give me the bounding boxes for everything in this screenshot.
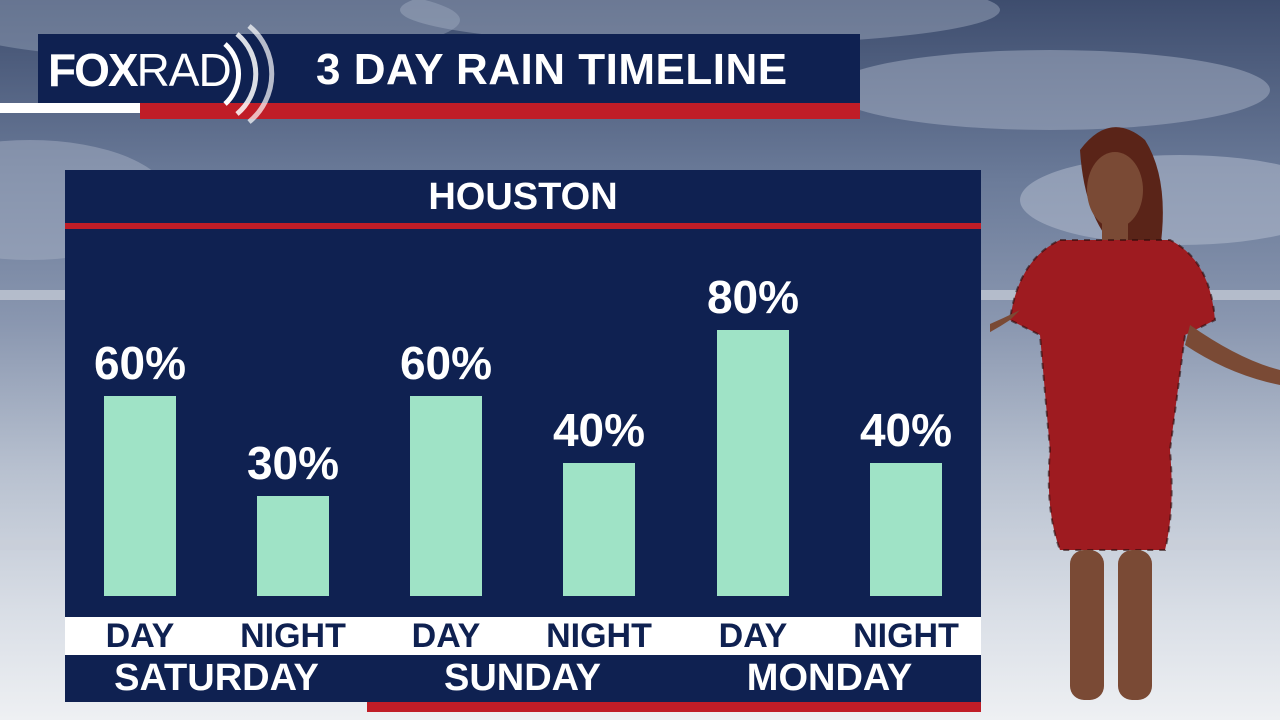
period-label: NIGHT [853, 617, 959, 655]
rain-bar-value-label: 60% [93, 337, 187, 390]
rain-bar-value-label: 40% [859, 403, 953, 456]
period-label: NIGHT [240, 617, 346, 655]
period-label-strip [65, 617, 981, 655]
rain-bar-2 [257, 496, 329, 596]
rain-bar-5 [717, 329, 789, 596]
logo-rad-text: RAD [136, 44, 232, 96]
day-label: SUNDAY [444, 657, 601, 699]
day-label: MONDAY [746, 657, 913, 699]
rain-bar-4 [563, 462, 635, 596]
header-bar [38, 34, 860, 104]
rain-bar-value-label: 60% [399, 337, 493, 390]
period-label: NIGHT [546, 617, 652, 655]
logo-fox-text: FOX [48, 44, 139, 96]
rain-bar-6 [870, 462, 942, 596]
chart-title: HOUSTON [428, 176, 618, 218]
day-label: SATURDAY [114, 657, 319, 699]
rain-bar-value-label: 30% [246, 437, 340, 490]
header-red-accent [140, 103, 860, 119]
presenter-figure [990, 127, 1280, 700]
period-label: DAY [718, 617, 788, 655]
rain-bar-1 [104, 396, 176, 596]
page-title: 3 DAY RAIN TIMELINE [316, 45, 788, 94]
chart-title-underline [65, 223, 981, 229]
radar-rings-icon [223, 24, 275, 124]
rain-bar-value-label: 80% [706, 270, 800, 323]
rain-bar-value-label: 40% [552, 403, 646, 456]
bottom-red-accent [367, 702, 981, 712]
header-white-accent [0, 103, 140, 113]
rain-chart-panel: HOUSTON 60% DAY 30% NIGHT 60% DAY 40% NIGHT 80% D… [65, 170, 981, 702]
period-label: DAY [105, 617, 175, 655]
foxrad-logo: FOX RAD [48, 44, 232, 96]
period-label: DAY [411, 617, 481, 655]
rain-bar-3 [410, 396, 482, 596]
